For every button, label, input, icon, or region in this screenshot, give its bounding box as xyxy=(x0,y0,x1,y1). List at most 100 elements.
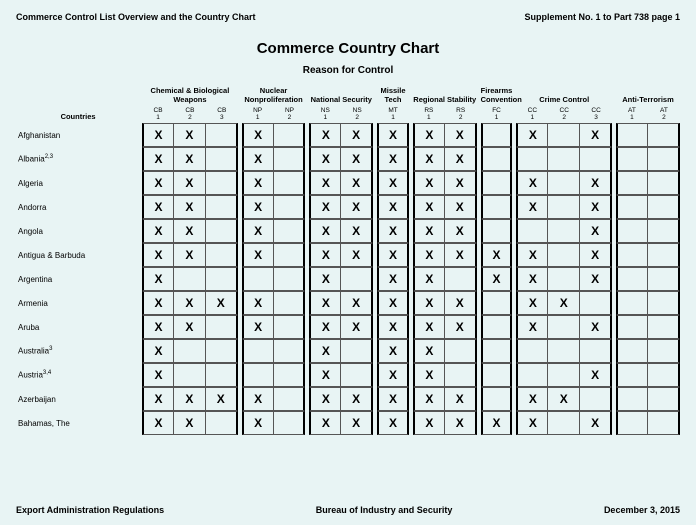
chart-cell: X xyxy=(174,387,206,411)
chart-cell xyxy=(548,243,580,267)
chart-cell xyxy=(481,339,513,363)
chart-cell: X xyxy=(341,147,373,171)
chart-cell: X xyxy=(309,363,341,387)
chart-cell xyxy=(616,411,648,435)
chart-cell: X xyxy=(548,291,580,315)
chart-cell xyxy=(516,339,548,363)
chart-cell: X xyxy=(481,411,513,435)
chart-cell: X xyxy=(580,219,612,243)
chart-cell: X xyxy=(413,243,445,267)
chart-cell: X xyxy=(174,123,206,147)
chart-cell xyxy=(648,267,680,291)
chart-cell: X xyxy=(142,171,174,195)
chart-cell xyxy=(648,243,680,267)
sub-header: NS2 xyxy=(341,106,373,123)
chart-cell xyxy=(648,219,680,243)
sub-header: NS1 xyxy=(309,106,341,123)
chart-cell: X xyxy=(309,219,341,243)
chart-cell xyxy=(206,267,238,291)
chart-cell xyxy=(481,123,513,147)
chart-cell xyxy=(481,315,513,339)
chart-cell: X xyxy=(377,171,409,195)
group-header: Nuclear Nonproliferation xyxy=(242,86,306,106)
group-header: Chemical & Biological Weapons xyxy=(142,86,238,106)
chart-cell: X xyxy=(174,171,206,195)
chart-cell xyxy=(481,147,513,171)
chart-cell: X xyxy=(413,219,445,243)
chart-cell: X xyxy=(242,171,274,195)
chart-cell: X xyxy=(309,387,341,411)
country-name: Argentina xyxy=(16,267,138,291)
chart-cell xyxy=(616,123,648,147)
country-name: Andorra xyxy=(16,195,138,219)
chart-cell: X xyxy=(174,219,206,243)
chart-cell: X xyxy=(445,147,477,171)
country-name: Albania2,3 xyxy=(16,147,138,171)
country-name: Armenia xyxy=(16,291,138,315)
group-header: Crime Control xyxy=(516,86,612,106)
chart-cell xyxy=(616,267,648,291)
chart-cell: X xyxy=(341,243,373,267)
chart-cell xyxy=(206,315,238,339)
chart-cell xyxy=(242,363,274,387)
chart-cell: X xyxy=(142,219,174,243)
chart-cell: X xyxy=(206,291,238,315)
chart-cell xyxy=(206,123,238,147)
chart-cell xyxy=(274,267,306,291)
chart-cell: X xyxy=(413,387,445,411)
country-name: Algeria xyxy=(16,171,138,195)
chart-cell: X xyxy=(580,171,612,195)
chart-cell: X xyxy=(242,147,274,171)
chart-cell: X xyxy=(445,387,477,411)
chart-cell: X xyxy=(377,387,409,411)
chart-cell xyxy=(174,267,206,291)
chart-cell xyxy=(274,147,306,171)
group-header: National Security xyxy=(309,86,373,106)
chart-cell: X xyxy=(413,123,445,147)
chart-cell: X xyxy=(142,243,174,267)
chart-cell: X xyxy=(377,195,409,219)
chart-cell xyxy=(548,411,580,435)
group-header: Missile Tech xyxy=(377,86,409,106)
country-name: Austria3,4 xyxy=(16,363,138,387)
chart-cell xyxy=(548,219,580,243)
chart-cell: X xyxy=(377,411,409,435)
chart-cell xyxy=(274,411,306,435)
sub-header: CC1 xyxy=(516,106,548,123)
chart-cell xyxy=(242,339,274,363)
chart-cell: X xyxy=(516,267,548,291)
chart-cell: X xyxy=(142,363,174,387)
chart-cell: X xyxy=(174,147,206,171)
chart-cell: X xyxy=(413,267,445,291)
chart-cell: X xyxy=(242,219,274,243)
sub-header: CC2 xyxy=(548,106,580,123)
chart-cell xyxy=(274,195,306,219)
chart-cell: X xyxy=(377,123,409,147)
chart-cell xyxy=(616,387,648,411)
chart-cell xyxy=(274,339,306,363)
chart-cell xyxy=(445,267,477,291)
chart-cell: X xyxy=(142,267,174,291)
chart-cell xyxy=(580,387,612,411)
chart-cell xyxy=(516,363,548,387)
chart-cell xyxy=(341,267,373,291)
chart-cell: X xyxy=(413,147,445,171)
chart-cell: X xyxy=(309,267,341,291)
chart-cell: X xyxy=(309,243,341,267)
chart-cell: X xyxy=(516,123,548,147)
chart-cell: X xyxy=(377,363,409,387)
chart-cell: X xyxy=(309,339,341,363)
chart-cell: X xyxy=(580,267,612,291)
chart-cell: X xyxy=(445,243,477,267)
chart-cell: X xyxy=(242,195,274,219)
countries-header: Countries xyxy=(16,86,138,123)
footer-left: Export Administration Regulations xyxy=(16,505,164,515)
chart-cell xyxy=(206,243,238,267)
chart-cell: X xyxy=(174,195,206,219)
country-chart: CountriesChemical & Biological WeaponsNu… xyxy=(16,86,680,435)
sub-header: CB1 xyxy=(142,106,174,123)
chart-cell: X xyxy=(174,411,206,435)
chart-cell xyxy=(516,219,548,243)
chart-cell: X xyxy=(309,147,341,171)
chart-cell xyxy=(616,147,648,171)
